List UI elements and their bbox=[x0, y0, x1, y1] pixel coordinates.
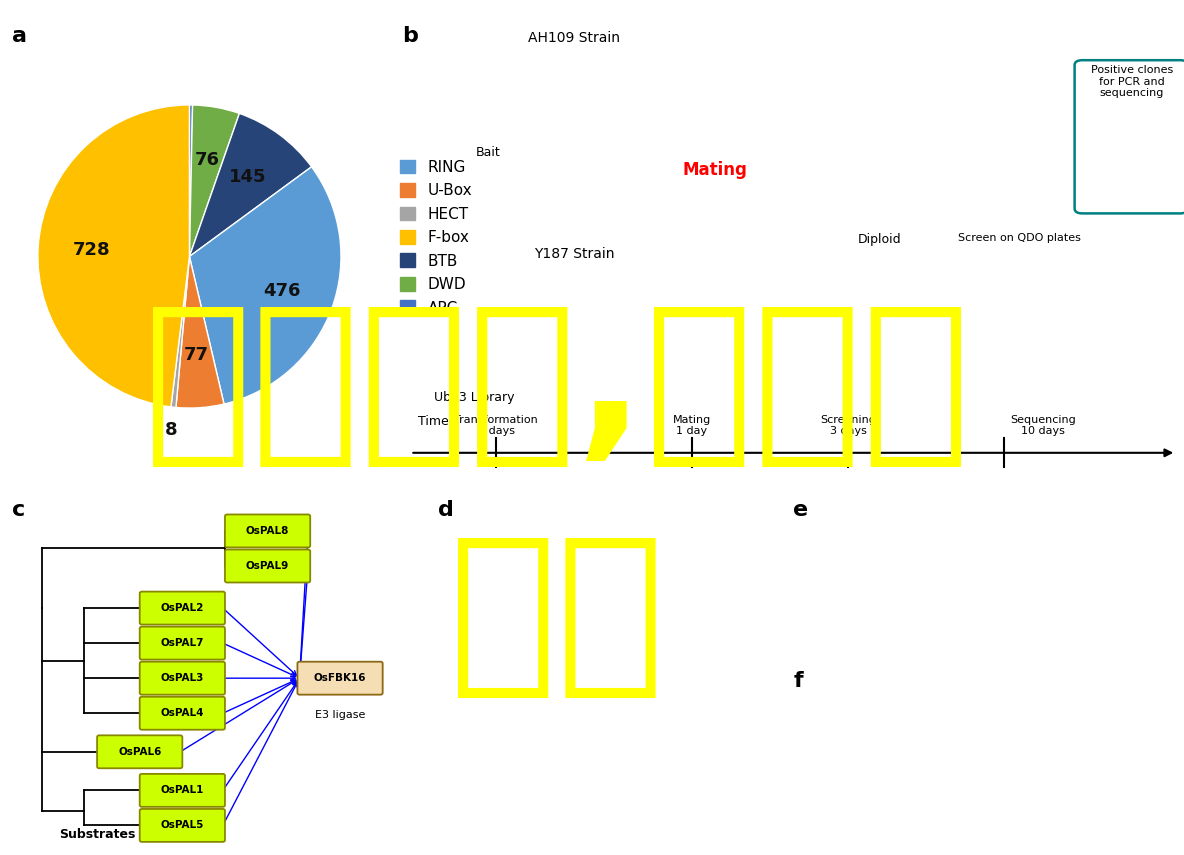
Wedge shape bbox=[38, 105, 189, 407]
Text: e: e bbox=[793, 500, 809, 520]
FancyBboxPatch shape bbox=[1075, 60, 1184, 214]
Text: Sequencing
10 days: Sequencing 10 days bbox=[1010, 415, 1076, 436]
Text: Mating
1 day: Mating 1 day bbox=[673, 415, 710, 436]
Text: 东风标致,英国十: 东风标致,英国十 bbox=[143, 297, 970, 473]
Text: Bait: Bait bbox=[476, 146, 501, 159]
FancyBboxPatch shape bbox=[140, 592, 225, 624]
Wedge shape bbox=[170, 256, 189, 408]
Text: OsFBK16: OsFBK16 bbox=[314, 673, 366, 683]
Text: Screening
3 days: Screening 3 days bbox=[821, 415, 876, 436]
Text: b: b bbox=[403, 26, 418, 45]
FancyBboxPatch shape bbox=[140, 774, 225, 807]
FancyBboxPatch shape bbox=[140, 627, 225, 659]
Text: Y187 Strain: Y187 Strain bbox=[534, 247, 614, 261]
Text: E3 ligase: E3 ligase bbox=[315, 711, 365, 721]
Text: a: a bbox=[12, 26, 27, 45]
FancyBboxPatch shape bbox=[225, 515, 310, 547]
Text: 76: 76 bbox=[194, 150, 219, 168]
Text: OsPAL8: OsPAL8 bbox=[246, 526, 289, 536]
FancyBboxPatch shape bbox=[140, 697, 225, 729]
Text: Positive clones
for PCR and
sequencing: Positive clones for PCR and sequencing bbox=[1090, 65, 1173, 98]
Text: d: d bbox=[438, 500, 453, 520]
Text: Mating: Mating bbox=[683, 161, 747, 179]
Wedge shape bbox=[189, 105, 239, 256]
Wedge shape bbox=[189, 105, 193, 256]
Text: 476: 476 bbox=[263, 281, 301, 299]
Text: OsPAL4: OsPAL4 bbox=[161, 708, 204, 718]
Text: 77: 77 bbox=[184, 345, 208, 363]
Text: 145: 145 bbox=[230, 168, 266, 186]
FancyBboxPatch shape bbox=[97, 735, 182, 769]
Text: UbE3 Library: UbE3 Library bbox=[433, 391, 514, 404]
Text: OsPAL1: OsPAL1 bbox=[161, 786, 204, 795]
Text: OsPAL6: OsPAL6 bbox=[118, 746, 161, 757]
FancyBboxPatch shape bbox=[140, 809, 225, 842]
Text: Diploid: Diploid bbox=[857, 233, 901, 245]
Text: OsPAL7: OsPAL7 bbox=[161, 638, 204, 648]
Text: 大名: 大名 bbox=[448, 528, 665, 704]
Text: Time: Time bbox=[418, 415, 449, 428]
Wedge shape bbox=[189, 167, 341, 404]
Text: 8: 8 bbox=[165, 421, 178, 439]
Text: OsPAL3: OsPAL3 bbox=[161, 673, 204, 683]
Text: AH109 Strain: AH109 Strain bbox=[528, 32, 620, 45]
Text: OsPAL5: OsPAL5 bbox=[161, 821, 204, 830]
Text: c: c bbox=[12, 500, 25, 520]
FancyBboxPatch shape bbox=[225, 550, 310, 582]
Wedge shape bbox=[176, 256, 224, 408]
Text: f: f bbox=[793, 671, 803, 691]
FancyBboxPatch shape bbox=[140, 662, 225, 694]
Text: Screen on QDO plates: Screen on QDO plates bbox=[959, 233, 1081, 243]
Text: 728: 728 bbox=[72, 241, 110, 259]
Text: Transformation
7 days: Transformation 7 days bbox=[455, 415, 539, 436]
Text: Substrates: Substrates bbox=[59, 828, 135, 841]
FancyBboxPatch shape bbox=[297, 662, 382, 694]
Wedge shape bbox=[189, 114, 311, 256]
Legend: RING, U-Box, HECT, F-box, BTB, DWD, APC: RING, U-Box, HECT, F-box, BTB, DWD, APC bbox=[394, 154, 478, 321]
Text: OsPAL9: OsPAL9 bbox=[246, 561, 289, 571]
Text: OsPAL2: OsPAL2 bbox=[161, 603, 204, 613]
